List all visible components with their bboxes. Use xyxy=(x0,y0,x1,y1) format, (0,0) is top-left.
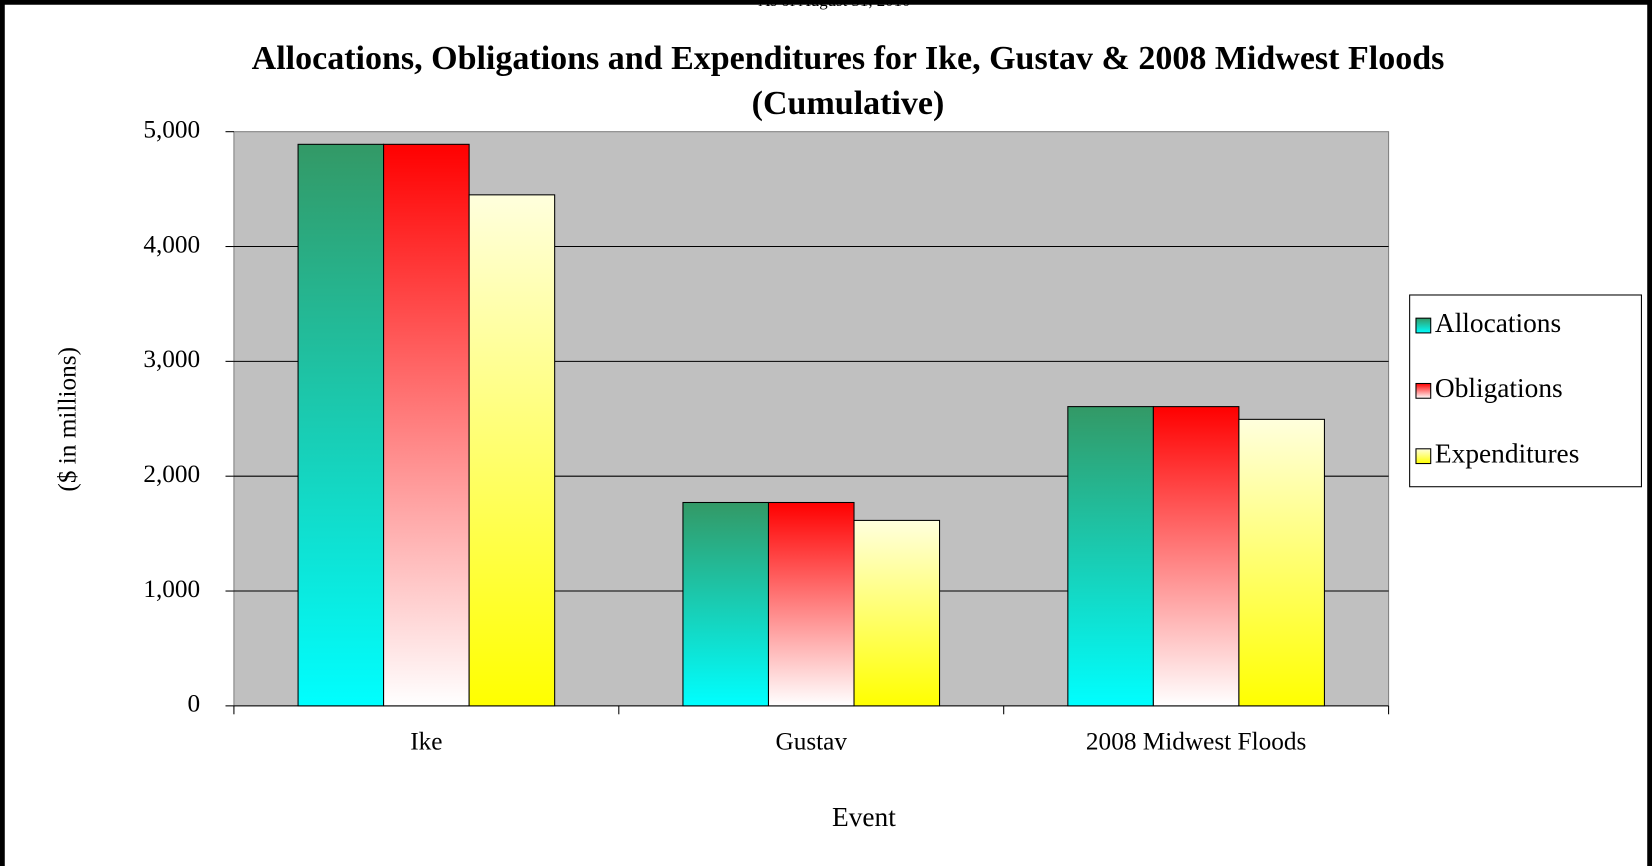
y-tick-label: 2,000 xyxy=(143,460,200,488)
legend-swatch xyxy=(1415,448,1432,465)
bar xyxy=(297,143,385,707)
legend-label: Obligations xyxy=(1435,373,1563,403)
x-tick-label: Ike xyxy=(410,728,442,756)
x-tick-label: 2008 Midwest Floods xyxy=(1086,728,1306,756)
y-tick-label: 0 xyxy=(188,690,201,718)
y-tick-label: 1,000 xyxy=(143,575,200,603)
bar xyxy=(468,194,556,707)
bar xyxy=(383,143,470,707)
y-tick-label: 3,000 xyxy=(143,345,200,373)
bar xyxy=(1238,418,1325,707)
legend-swatch xyxy=(1415,317,1432,334)
subtitle: As of August 31, 2010 xyxy=(758,0,910,10)
chart-title: Allocations, Obligations and Expenditure… xyxy=(251,40,1445,122)
y-axis-title: ($ in millions) xyxy=(53,347,81,492)
bar xyxy=(767,501,855,707)
legend xyxy=(1409,294,1642,488)
bar xyxy=(1067,406,1154,707)
bar xyxy=(682,501,770,707)
x-axis-title: Event xyxy=(832,802,896,832)
y-tick-label: 4,000 xyxy=(143,230,200,258)
x-tick-label: Gustav xyxy=(775,728,847,756)
legend-label: Expenditures xyxy=(1435,438,1579,468)
bar xyxy=(853,519,941,707)
legend-swatch xyxy=(1415,382,1432,399)
legend-label: Allocations xyxy=(1435,308,1561,338)
y-tick-label: 5,000 xyxy=(143,115,200,143)
bar xyxy=(1152,406,1240,707)
